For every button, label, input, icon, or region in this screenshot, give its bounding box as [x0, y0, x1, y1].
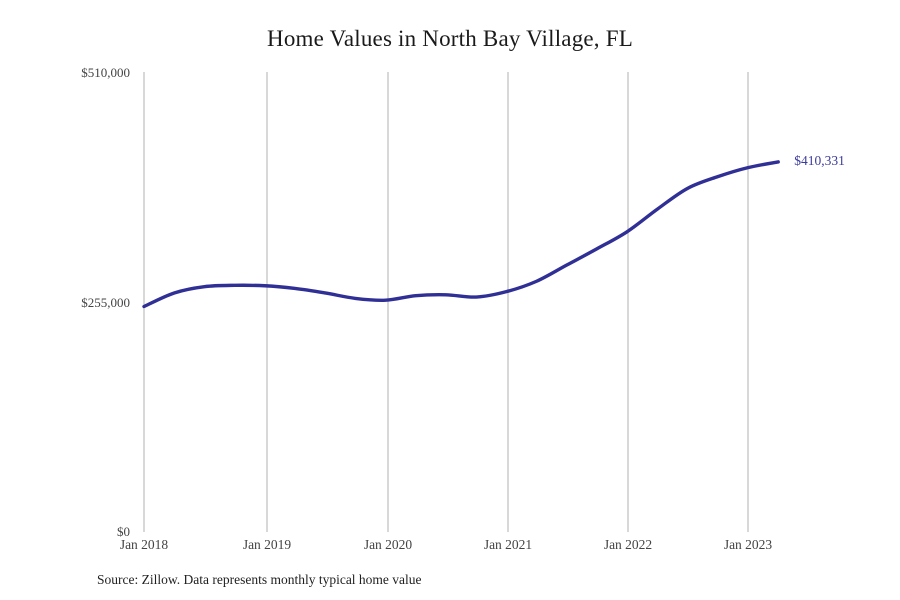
- chart-title: Home Values in North Bay Village, FL: [267, 26, 633, 51]
- x-tick-label-jan-2019: Jan 2019: [242, 537, 292, 552]
- y-tick-label-0: $0: [117, 524, 130, 539]
- x-tick-label-jan-2020: Jan 2020: [363, 537, 413, 552]
- x-tick-label-jan-2018: Jan 2018: [119, 537, 169, 552]
- x-tick-label-jan-2022: Jan 2022: [603, 537, 653, 552]
- y-tick-label-510000: $510,000: [81, 65, 130, 80]
- home-value-line-series: [142, 160, 780, 309]
- end-value-annotation: $410,331: [794, 152, 845, 168]
- vertical-gridlines: [143, 72, 749, 532]
- y-axis-labels: $510,000 $255,000 $0: [42, 0, 130, 600]
- x-tick-label-jan-2021: Jan 2021: [483, 537, 533, 552]
- x-tick-label-jan-2023: Jan 2023: [723, 537, 773, 552]
- y-tick-label-255000: $255,000: [81, 295, 130, 310]
- source-note: Source: Zillow. Data represents monthly …: [97, 572, 422, 587]
